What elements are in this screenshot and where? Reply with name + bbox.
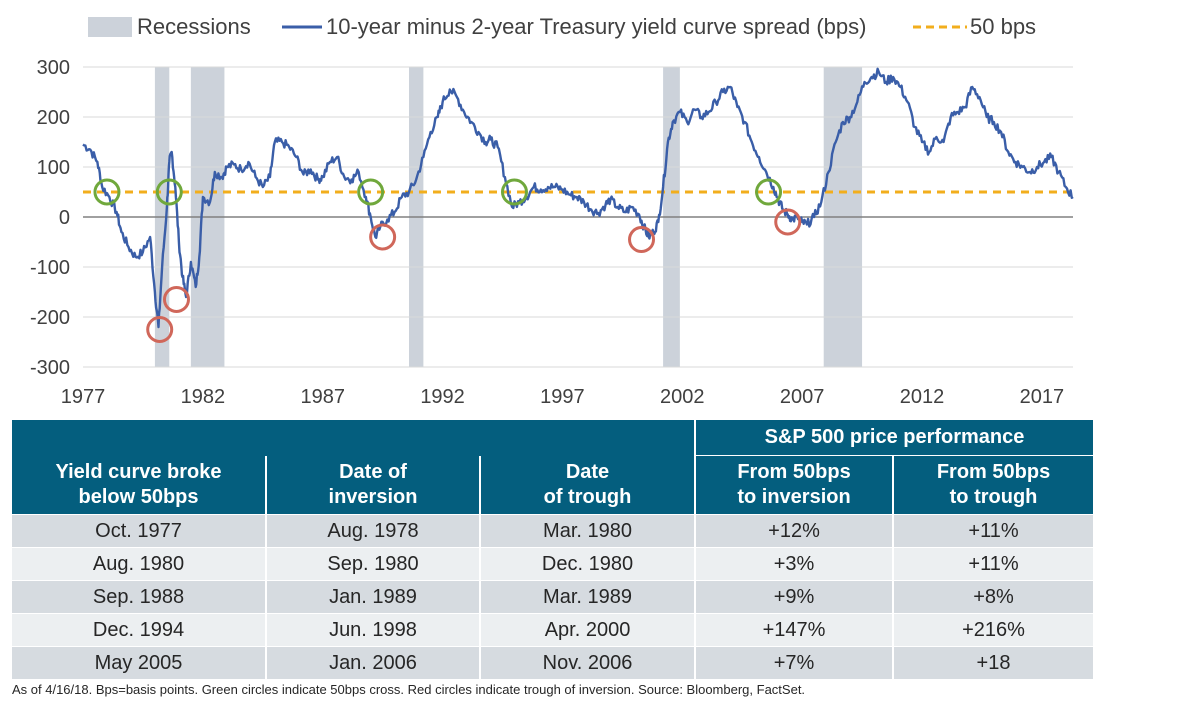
x-axis: 1977 1982 1987 1992 1997 2002 2007 2012 2017: [61, 386, 1064, 408]
table-cell: +12%: [694, 514, 894, 548]
legend-recessions-label: Recessions: [137, 14, 251, 39]
green-circle-marker: [357, 178, 385, 206]
y-axis: 300 200 100 0 -100 -200 -300: [30, 57, 70, 379]
table-row: May 2005 Jan. 2006 Nov. 2006 +7% +18: [12, 646, 1094, 679]
green-circle-marker: [500, 178, 528, 206]
table-cell: Sep. 1980: [265, 547, 480, 581]
column-header-50bps-to-trough: From 50bps to trough: [892, 455, 1094, 515]
x-tick-label: 2007: [780, 386, 825, 408]
table-cell: Nov. 2006: [478, 646, 696, 679]
x-tick-label: 2012: [900, 386, 945, 408]
column-header-yield-curve-broke: Yield curve broke below 50bps: [12, 455, 266, 515]
green-circle-marker: [155, 178, 183, 206]
chart-legend: Recessions 10-year minus 2-year Treasury…: [88, 14, 1036, 39]
column-header-date-of-trough: Date of trough: [478, 455, 696, 515]
table-cell: Aug. 1980: [12, 547, 266, 581]
red-circle-marker: [774, 208, 802, 236]
y-tick-label: 100: [37, 157, 70, 179]
y-tick-label: 300: [37, 57, 70, 79]
table-cell: +11%: [892, 547, 1094, 581]
green-circle-marker: [755, 178, 783, 206]
table-cell: +8%: [892, 580, 1094, 614]
y-tick-label: -300: [30, 357, 70, 379]
table-group-header: S&P 500 price performance: [694, 420, 1094, 456]
table-cell: +7%: [694, 646, 894, 679]
spread-series: [82, 67, 1074, 329]
table-row: Sep. 1988 Jan. 1989 Mar. 1989 +9% +8%: [12, 580, 1094, 614]
red-circle-marker: [162, 286, 190, 313]
table-cell: Jun. 1998: [265, 613, 480, 647]
y-tick-label: -200: [30, 307, 70, 329]
table-column-header-row: Yield curve broke below 50bps Date of inve…: [12, 455, 1094, 515]
table-row: Dec. 1994 Jun. 1998 Apr. 2000 +147% +216%: [12, 613, 1094, 647]
green-circle-marker: [93, 178, 121, 206]
x-tick-label: 1982: [181, 386, 226, 408]
column-header-date-of-inversion: Date of inversion: [265, 455, 480, 515]
table-cell: May 2005: [12, 646, 266, 679]
y-tick-label: -100: [30, 257, 70, 279]
x-tick-label: 1987: [300, 386, 345, 408]
footnote: As of 4/16/18. Bps=basis points. Green c…: [12, 682, 806, 697]
legend-recessions-swatch: [88, 17, 132, 37]
x-tick-label: 2017: [1020, 386, 1065, 408]
table-cell: Sep. 1988: [12, 580, 266, 614]
table-cell: Dec. 1994: [12, 613, 266, 647]
table-cell: +18: [892, 646, 1094, 679]
table-cell: Oct. 1977: [12, 514, 266, 548]
legend-50bps-label: 50 bps: [970, 14, 1036, 39]
spread-line: [82, 67, 1074, 329]
table-group-spacer: [12, 420, 696, 456]
table-group-header-row: S&P 500 price performance: [12, 420, 1094, 456]
column-header-50bps-to-inversion: From 50bps to inversion: [694, 455, 894, 515]
x-tick-label: 1997: [540, 386, 585, 408]
table-cell: Jan. 1989: [265, 580, 480, 614]
table-body: Oct. 1977 Aug. 1978 Mar. 1980 +12% +11% Aug. …: [12, 514, 1094, 679]
red-circle-marker: [628, 226, 656, 253]
x-tick-label: 2002: [660, 386, 705, 408]
table-cell: +216%: [892, 613, 1094, 647]
sp500-performance-table: S&P 500 price performance Yield curve br…: [12, 420, 1094, 679]
legend-spread-label: 10-year minus 2-year Treasury yield curv…: [326, 14, 866, 39]
circle-markers: [93, 178, 802, 343]
table-cell: +3%: [694, 547, 894, 581]
table-cell: +147%: [694, 613, 894, 647]
table-cell: Mar. 1989: [478, 580, 696, 614]
yield-curve-chart: Recessions 10-year minus 2-year Treasury…: [30, 14, 1074, 408]
y-tick-label: 0: [59, 207, 70, 229]
table-row: Oct. 1977 Aug. 1978 Mar. 1980 +12% +11%: [12, 514, 1094, 548]
table-cell: Jan. 2006: [265, 646, 480, 679]
table-cell: Apr. 2000: [478, 613, 696, 647]
red-circle-marker: [146, 316, 174, 343]
table-cell: Dec. 1980: [478, 547, 696, 581]
red-circle-marker: [369, 223, 397, 251]
table-cell: Mar. 1980: [478, 514, 696, 548]
y-tick-label: 200: [37, 107, 70, 129]
table-cell: Aug. 1978: [265, 514, 480, 548]
table-cell: +9%: [694, 580, 894, 614]
table-cell: +11%: [892, 514, 1094, 548]
table-row: Aug. 1980 Sep. 1980 Dec. 1980 +3% +11%: [12, 547, 1094, 581]
x-tick-label: 1992: [420, 386, 465, 408]
x-tick-label: 1977: [61, 386, 106, 408]
